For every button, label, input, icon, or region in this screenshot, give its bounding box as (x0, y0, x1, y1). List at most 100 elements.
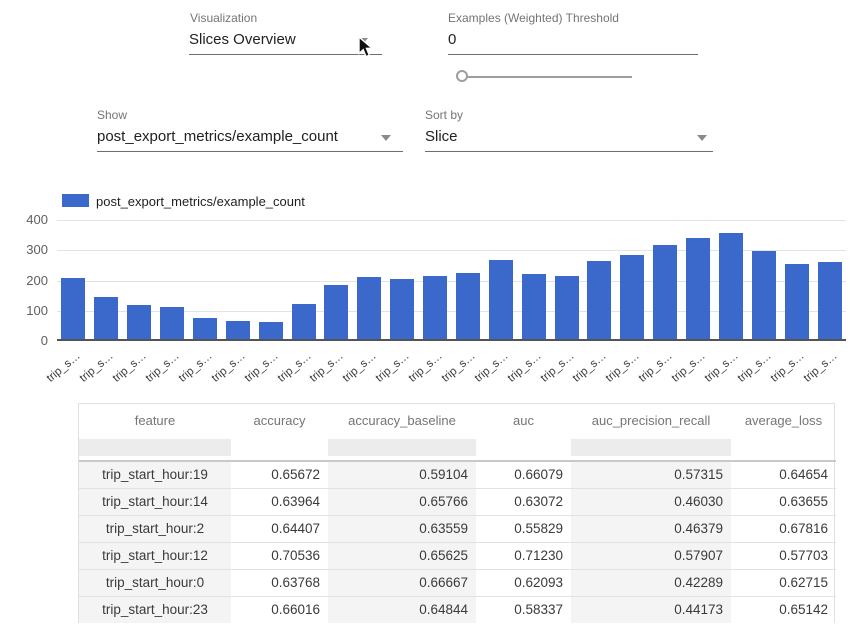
bar-example-count[interactable] (456, 273, 480, 341)
table-row: trip_start_hour:230.660160.648440.583370… (79, 596, 836, 623)
visualization-dropdown[interactable]: Slices Overview (189, 31, 382, 55)
filter-input-auc_precision_recall[interactable] (571, 439, 731, 456)
column-header-accuracy_baseline[interactable]: accuracy_baseline (328, 404, 476, 437)
show-value: post_export_metrics/example_count (97, 128, 338, 145)
feature-cell: trip_start_hour:0 (79, 569, 231, 596)
filter-input-accuracy[interactable] (231, 439, 328, 456)
column-header-average_loss[interactable]: average_loss (731, 404, 836, 437)
chevron-down-icon (381, 135, 391, 141)
bar-example-count[interactable] (160, 307, 184, 341)
chevron-down-icon (697, 135, 707, 141)
sort-by-value: Slice (425, 128, 458, 145)
show-dropdown[interactable]: post_export_metrics/example_count (97, 128, 403, 152)
threshold-label: Examples (Weighted) Threshold (448, 11, 619, 25)
table-row: trip_start_hour:00.637680.666670.620930.… (79, 569, 836, 596)
metric-cell: 0.62715 (731, 569, 836, 596)
feature-cell: trip_start_hour:2 (79, 515, 231, 542)
metric-cell: 0.46030 (571, 488, 731, 515)
metrics-table: featureaccuracyaccuracy_baselineaucauc_p… (78, 403, 835, 623)
feature-cell: trip_start_hour:12 (79, 542, 231, 569)
y-axis-tick-label: 100 (8, 303, 48, 318)
metric-cell: 0.42289 (571, 569, 731, 596)
column-header-auc_precision_recall[interactable]: auc_precision_recall (571, 404, 731, 437)
bar-example-count[interactable] (423, 276, 447, 341)
slicing-metrics-browser: Visualization Slices Overview Examples (… (0, 0, 863, 626)
feature-cell: trip_start_hour:19 (79, 461, 231, 488)
table-row: trip_start_hour:190.656720.591040.660790… (79, 461, 836, 488)
bar-example-count[interactable] (390, 279, 414, 341)
metric-cell: 0.64654 (731, 461, 836, 488)
visualization-label: Visualization (190, 11, 257, 25)
metric-cell: 0.65766 (328, 488, 476, 515)
metric-cell: 0.65672 (231, 461, 328, 488)
legend-swatch (62, 194, 89, 207)
bar-example-count[interactable] (324, 285, 348, 341)
metric-cell: 0.65142 (731, 596, 836, 623)
metric-cell: 0.57315 (571, 461, 731, 488)
bar-example-count[interactable] (653, 245, 677, 341)
bar-example-count[interactable] (785, 264, 809, 341)
y-axis-tick-label: 0 (8, 333, 48, 348)
filter-cell (328, 437, 476, 461)
filter-input-accuracy_baseline[interactable] (328, 439, 476, 456)
legend-label: post_export_metrics/example_count (96, 194, 305, 209)
bar-example-count[interactable] (620, 255, 644, 341)
filter-input-average_loss[interactable] (731, 439, 836, 456)
bar-example-count[interactable] (357, 277, 381, 341)
bar-example-count[interactable] (94, 297, 118, 341)
bar-example-count[interactable] (127, 305, 151, 341)
filter-input-auc[interactable] (476, 439, 571, 456)
metric-cell: 0.64407 (231, 515, 328, 542)
column-header-auc[interactable]: auc (476, 404, 571, 437)
metric-cell: 0.66667 (328, 569, 476, 596)
filter-cell (571, 437, 731, 461)
metric-cell: 0.57907 (571, 542, 731, 569)
column-header-accuracy[interactable]: accuracy (231, 404, 328, 437)
bar-chart-plot-area: 0100200300400trip_s…trip_s…trip_s…trip_s… (57, 220, 846, 341)
metric-cell: 0.63655 (731, 488, 836, 515)
metric-cell: 0.66079 (476, 461, 571, 488)
metric-cell: 0.55829 (476, 515, 571, 542)
show-label: Show (97, 108, 127, 122)
metric-cell: 0.58337 (476, 596, 571, 623)
metric-cell: 0.71230 (476, 542, 571, 569)
metric-cell: 0.66016 (231, 596, 328, 623)
filter-cell (476, 437, 571, 461)
bar-example-count[interactable] (587, 261, 611, 341)
metric-cell: 0.59104 (328, 461, 476, 488)
bar-example-count[interactable] (752, 251, 776, 341)
bar-example-count[interactable] (292, 304, 316, 341)
metric-cell: 0.65625 (328, 542, 476, 569)
threshold-input[interactable]: 0 (448, 31, 698, 55)
filter-input-feature[interactable] (79, 439, 231, 456)
y-axis-tick-label: 400 (8, 212, 48, 227)
bar-example-count[interactable] (818, 262, 842, 341)
sort-by-dropdown[interactable]: Slice (425, 128, 713, 152)
bar-example-count[interactable] (226, 321, 250, 341)
metric-cell: 0.70536 (231, 542, 328, 569)
bar-example-count[interactable] (489, 260, 513, 341)
metric-cell: 0.63072 (476, 488, 571, 515)
metric-cell: 0.67816 (731, 515, 836, 542)
bar-example-count[interactable] (555, 276, 579, 341)
threshold-slider-thumb[interactable] (456, 70, 468, 82)
filter-cell (231, 437, 328, 461)
bar-example-count[interactable] (193, 318, 217, 341)
bar-example-count[interactable] (719, 233, 743, 341)
metric-cell: 0.57703 (731, 542, 836, 569)
metric-cell: 0.63964 (231, 488, 328, 515)
y-axis-tick-label: 300 (8, 242, 48, 257)
bar-example-count[interactable] (61, 278, 85, 341)
bar-example-count[interactable] (686, 238, 710, 341)
visualization-value: Slices Overview (189, 31, 296, 48)
threshold-slider-track[interactable] (458, 76, 632, 78)
bar-example-count[interactable] (522, 274, 546, 341)
feature-cell: trip_start_hour:23 (79, 596, 231, 623)
x-axis-line (57, 339, 846, 341)
filter-cell (79, 437, 231, 461)
gridline (57, 220, 846, 221)
table-row: trip_start_hour:20.644070.635590.558290.… (79, 515, 836, 542)
y-axis-tick-label: 200 (8, 273, 48, 288)
table-row: trip_start_hour:140.639640.657660.630720… (79, 488, 836, 515)
column-header-feature[interactable]: feature (79, 404, 231, 437)
